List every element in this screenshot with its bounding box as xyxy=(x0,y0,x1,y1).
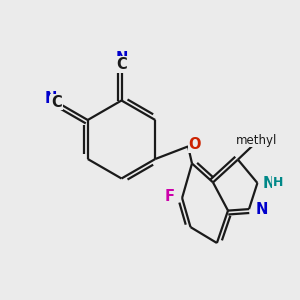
Text: N: N xyxy=(256,202,268,217)
Text: O: O xyxy=(188,137,201,152)
Text: F: F xyxy=(165,189,175,204)
Text: H: H xyxy=(273,176,284,190)
Text: C: C xyxy=(51,94,62,110)
Text: C: C xyxy=(116,57,127,72)
Text: N: N xyxy=(263,176,275,190)
Text: N: N xyxy=(115,51,128,66)
Text: N: N xyxy=(45,91,57,106)
Text: methyl: methyl xyxy=(236,134,278,147)
